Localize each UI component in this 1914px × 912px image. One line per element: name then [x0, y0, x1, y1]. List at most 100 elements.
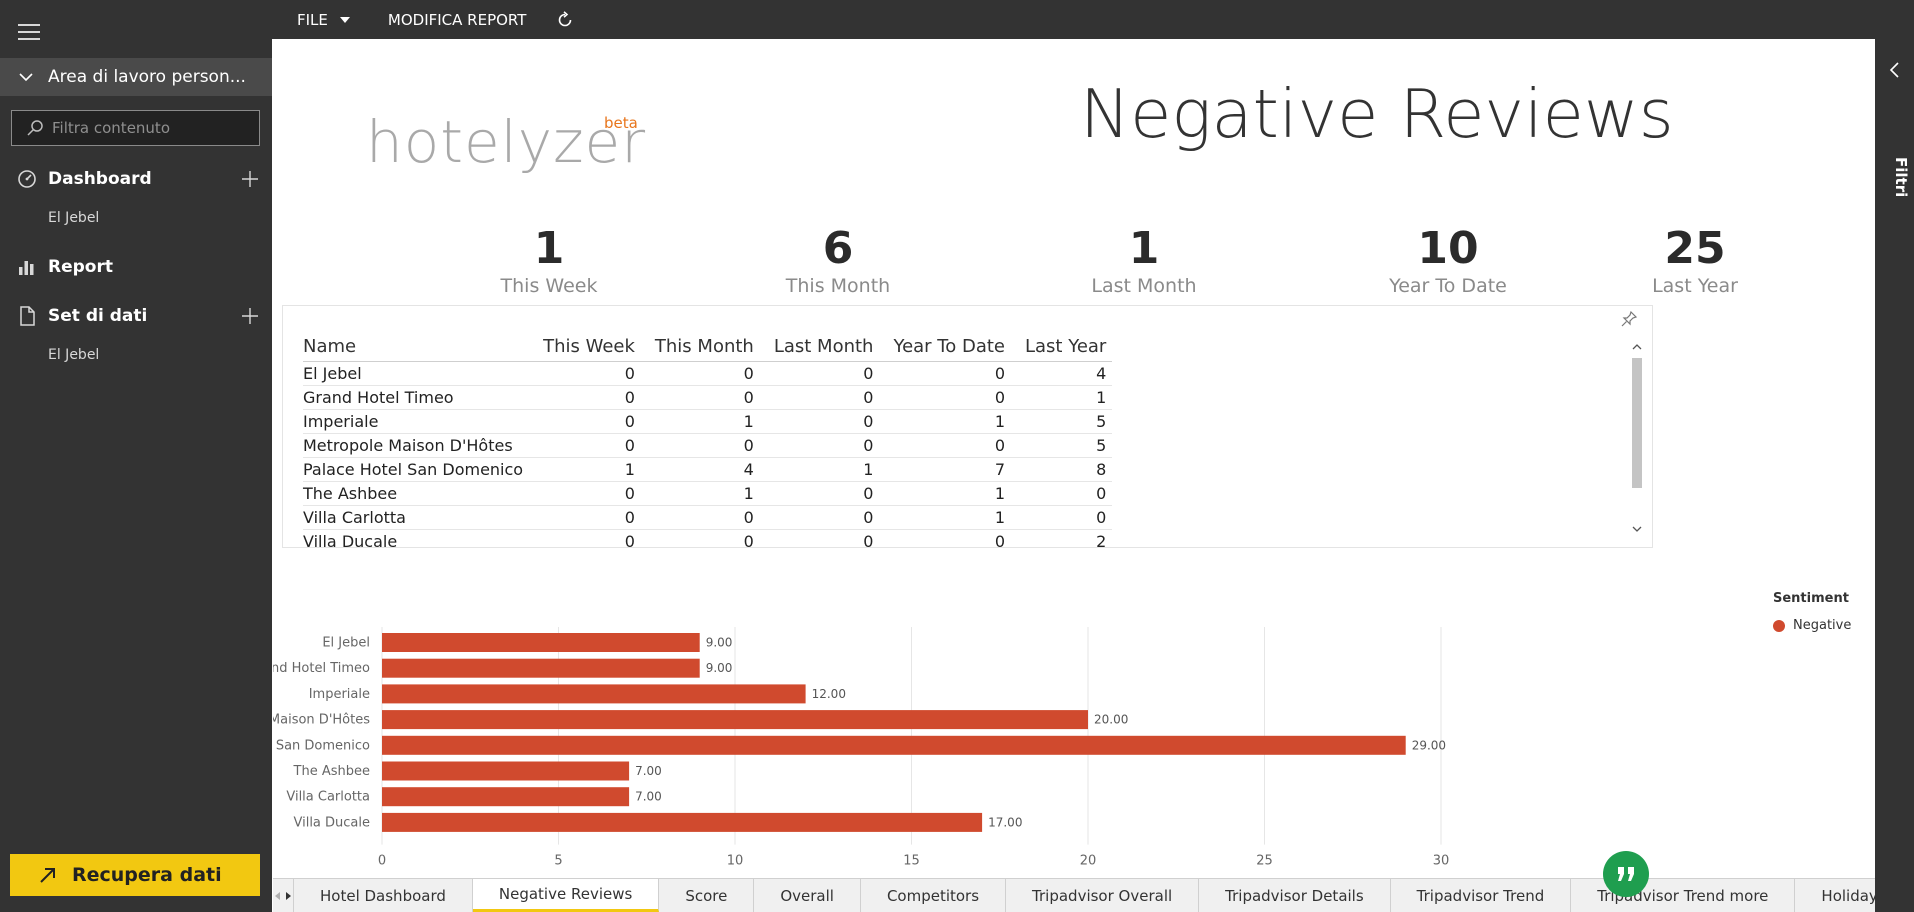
category-label: Palace Hotel San Domenico — [273, 738, 370, 753]
table-header-cell[interactable]: Last Year — [1011, 332, 1113, 362]
refresh-icon[interactable] — [556, 10, 574, 29]
chevron-down-icon — [19, 73, 33, 82]
filter-content-input[interactable] — [52, 119, 252, 137]
table-row[interactable]: Imperiale 0 1 0 1 5 — [303, 409, 1113, 434]
add-dashboard-plus-icon[interactable] — [240, 169, 260, 189]
workspace-label: Area di lavoro person... — [48, 67, 246, 87]
category-label: Villa Ducale — [293, 815, 370, 830]
page-tab[interactable]: Negative Reviews — [472, 879, 660, 912]
table-cell: 0 — [529, 361, 641, 386]
table-cell: 5 — [1011, 409, 1113, 434]
chevron-down-icon[interactable] — [1631, 522, 1643, 536]
filters-pane-label[interactable]: Filtri — [1892, 157, 1910, 198]
kpi-card: 10 Year To Date — [1318, 224, 1578, 297]
tab-next-icon[interactable] — [283, 891, 293, 901]
nav-pane: Area di lavoro person... Dashboard El Je… — [0, 0, 272, 912]
edit-report-button[interactable]: MODIFICA REPORT — [388, 11, 527, 29]
dashboard-icon — [18, 170, 36, 188]
nav-dashboard-item[interactable]: El Jebel — [48, 210, 100, 226]
feedback-button[interactable] — [1603, 851, 1649, 897]
bar[interactable] — [382, 761, 630, 781]
table-header-cell[interactable]: This Week — [529, 332, 641, 362]
hotel-name-cell: Villa Carlotta — [303, 505, 530, 530]
tab-prev-icon[interactable] — [273, 891, 283, 901]
bar[interactable] — [382, 633, 700, 652]
reviews-table-visual: Name This Week This Month Last Month Year To… — [282, 305, 1653, 548]
table-row[interactable]: Metropole Maison D'Hôtes 0 0 0 0 5 — [303, 433, 1113, 458]
table-cell: 1 — [759, 457, 880, 482]
chevron-up-icon[interactable] — [1631, 340, 1643, 354]
table-header-cell[interactable]: Year To Date — [879, 332, 1011, 362]
table-cell: 0 — [879, 361, 1011, 386]
page-tab[interactable]: Tripadvisor Details — [1199, 879, 1391, 912]
x-tick-label: 5 — [554, 854, 562, 869]
bar[interactable] — [382, 787, 630, 807]
table-cell: 0 — [1011, 481, 1113, 506]
x-tick-label: 30 — [1433, 854, 1450, 869]
bar[interactable] — [382, 658, 700, 678]
table-cell: 4 — [1011, 361, 1113, 386]
table-row[interactable]: Palace Hotel San Domenico 1 4 1 7 8 — [303, 457, 1113, 482]
table-cell: 0 — [529, 529, 641, 547]
table-cell: 0 — [529, 505, 641, 530]
file-menu-label: FILE — [297, 10, 328, 29]
table-row[interactable]: El Jebel 0 0 0 0 4 — [303, 361, 1113, 386]
kpi-card: 25 Last Year — [1565, 224, 1825, 298]
table-cell: 1 — [1011, 385, 1113, 410]
kpi-label: Last Year — [1652, 275, 1738, 298]
filter-content-box — [11, 110, 260, 146]
bar[interactable] — [382, 684, 806, 704]
table-header-cell[interactable]: This Month — [640, 332, 760, 362]
table-cell: 0 — [759, 409, 880, 434]
nav-datasets[interactable]: Set di dati — [0, 299, 272, 333]
add-dataset-plus-icon[interactable] — [240, 306, 260, 326]
page-tab[interactable]: Score — [659, 879, 755, 912]
category-label: Metropole Maison D'Hôtes — [273, 713, 370, 728]
bar[interactable] — [382, 735, 1406, 755]
arrow-up-right-icon — [40, 868, 55, 883]
page-tab[interactable]: Competitors — [861, 879, 1007, 912]
x-tick-label: 0 — [378, 854, 386, 869]
logo-beta: beta — [604, 114, 638, 132]
table-row[interactable]: The Ashbee 0 1 0 1 0 — [303, 481, 1113, 506]
page-tab[interactable]: Tripadvisor Overall — [1006, 879, 1200, 912]
negative-reviews-bar-chart: 0 5 10 15 20 25 30 El Jebel 9.00 Grand Hotel Time… — [273, 627, 1450, 869]
bar[interactable] — [382, 812, 983, 832]
legend-dot — [1773, 619, 1785, 632]
nav-dataset-item[interactable]: El Jebel — [48, 347, 100, 363]
table-header-cell[interactable]: Name — [303, 332, 530, 362]
table-row[interactable]: Villa Ducale 0 0 0 0 2 — [303, 529, 1113, 547]
table-header-cell[interactable]: Last Month — [759, 332, 880, 362]
get-data-button[interactable]: Recupera dati — [10, 854, 260, 896]
nav-dashboard[interactable]: Dashboard — [0, 162, 272, 196]
bar[interactable] — [382, 710, 1088, 730]
hotel-name-cell: Grand Hotel Timeo — [303, 385, 530, 410]
hamburger-icon[interactable] — [18, 24, 40, 40]
scrollbar-thumb[interactable] — [1632, 358, 1642, 488]
data-label: 12.00 — [812, 687, 846, 701]
page-tab[interactable]: Hotel Dashboard — [294, 879, 473, 912]
page-tab[interactable]: Overall — [754, 879, 861, 912]
table-cell: 1 — [640, 481, 760, 506]
workspace-selector[interactable]: Area di lavoro person... — [0, 58, 272, 96]
table-cell: 0 — [529, 433, 641, 458]
file-menu-button[interactable]: FILE — [297, 11, 350, 29]
nav-report[interactable]: Report — [0, 250, 272, 284]
legend-title: Sentiment — [1773, 591, 1849, 606]
kpi-value: 6 — [822, 223, 854, 274]
legend-item[interactable]: Negative — [1773, 618, 1851, 633]
page-tab[interactable]: Tripadvisor Trend — [1391, 879, 1572, 912]
table-cell: 0 — [640, 433, 760, 458]
table-cell: 0 — [529, 409, 641, 434]
page-tab[interactable]: HolidayCheck Overall — [1795, 879, 1875, 912]
pin-icon[interactable] — [1620, 310, 1638, 328]
chevron-left-icon[interactable] — [1888, 61, 1900, 79]
category-label: Villa Carlotta — [286, 790, 370, 805]
table-row[interactable]: Villa Carlotta 0 0 0 1 0 — [303, 505, 1113, 530]
hotel-name-cell: Palace Hotel San Domenico — [303, 457, 530, 482]
hotel-name-cell: Imperiale — [303, 409, 530, 434]
table-scrollbar[interactable] — [1630, 340, 1644, 540]
kpi-label: This Month — [785, 275, 891, 298]
table-row[interactable]: Grand Hotel Timeo 0 0 0 0 1 — [303, 385, 1113, 410]
